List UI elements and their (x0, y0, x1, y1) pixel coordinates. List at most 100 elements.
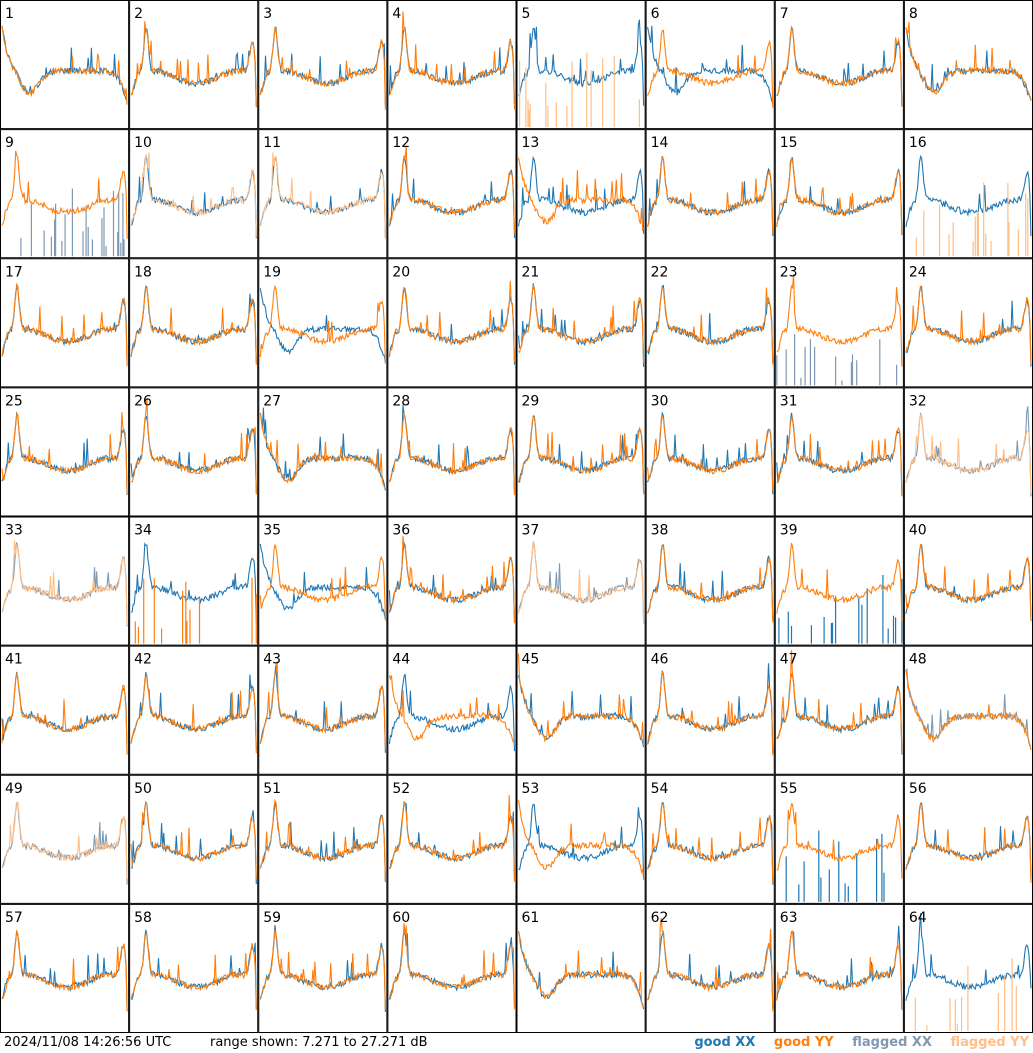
panel-label: 2 (134, 6, 143, 22)
panel-frame (0, 903, 130, 1033)
panel-4: 4 (387, 0, 517, 130)
panel-label: 16 (909, 135, 927, 151)
panel-18: 18 (129, 258, 259, 388)
panel-frame (387, 903, 517, 1033)
panel-label: 5 (522, 6, 531, 22)
series-yy (915, 182, 1029, 257)
series-xx (259, 288, 386, 363)
panel-16: 16 (903, 129, 1033, 259)
panel-52: 52 (387, 774, 517, 904)
panel-label: 25 (5, 393, 23, 409)
panel-frame (258, 516, 388, 646)
series-yy (1, 801, 128, 879)
panel-1: 1 (0, 0, 130, 130)
series-yy (517, 931, 645, 1009)
panel-frame (0, 645, 130, 775)
series-yy (259, 661, 386, 750)
panel-frame (774, 387, 904, 517)
footer: 2024/11/08 14:26:56 UTC range shown: 7.2… (0, 1033, 1033, 1053)
panel-frame (129, 0, 259, 130)
panel-27: 27 (258, 387, 388, 517)
panel-frame (258, 774, 388, 904)
series-yy (259, 798, 386, 882)
panel-label: 37 (522, 523, 540, 539)
series-yy (647, 415, 774, 492)
panel-label: 27 (263, 393, 281, 409)
series-xx (131, 929, 257, 1009)
series-xx (388, 287, 516, 365)
panel-31: 31 (774, 387, 904, 517)
series-yy (134, 577, 257, 644)
panel-frame (516, 903, 646, 1033)
panel-60: 60 (387, 903, 517, 1033)
series-xx (778, 575, 903, 644)
series-yy (259, 413, 386, 489)
panel-label: 59 (263, 910, 281, 926)
series-xx (518, 19, 645, 106)
series-xx (518, 415, 645, 494)
panel-frame (903, 0, 1033, 130)
series-xx (518, 803, 645, 880)
panel-label: 34 (134, 523, 152, 539)
panel-frame (774, 516, 904, 646)
series-xx (1, 930, 128, 1012)
panel-37: 37 (516, 516, 646, 646)
series-xx (905, 802, 1032, 879)
panel-49: 49 (0, 774, 130, 904)
series-yy (905, 413, 1032, 493)
panel-label: 32 (909, 393, 927, 409)
series-yy (389, 795, 516, 882)
series-yy (130, 801, 257, 879)
series-xx (259, 157, 386, 239)
panel-label: 23 (780, 264, 798, 280)
series-yy (517, 542, 645, 625)
panel-label: 51 (263, 781, 281, 797)
panel-15: 15 (774, 129, 904, 259)
series-yy (776, 157, 903, 235)
panel-frame (516, 516, 646, 646)
series-xx (130, 285, 257, 363)
panel-frame (645, 516, 775, 646)
series-xx (776, 412, 903, 496)
panel-label: 48 (909, 652, 927, 668)
series-yy (388, 923, 516, 1010)
panel-25: 25 (0, 387, 130, 517)
panel-51: 51 (258, 774, 388, 904)
panel-28: 28 (387, 387, 517, 517)
series-xx (259, 543, 386, 620)
panel-38: 38 (645, 516, 775, 646)
panel-label: 43 (263, 652, 281, 668)
series-yy (130, 674, 257, 754)
series-xx (905, 154, 1032, 237)
panel-frame (645, 387, 775, 517)
series-xx (517, 155, 645, 234)
series-xx (130, 27, 257, 107)
panel-label: 38 (651, 523, 669, 539)
panel-9: 9 (0, 129, 130, 259)
legend-good-xx: good XX (694, 1035, 756, 1050)
panel-19: 19 (258, 258, 388, 388)
panel-frame (258, 0, 388, 130)
series-xx (1, 542, 128, 627)
panel-frame (645, 774, 775, 904)
series-xx (647, 284, 774, 363)
panel-frame (129, 258, 259, 388)
panel-12: 12 (387, 129, 517, 259)
panel-frame (258, 258, 388, 388)
panel-45: 45 (516, 645, 646, 775)
panel-33: 33 (0, 516, 130, 646)
panel-frame (774, 903, 904, 1033)
panel-frame (387, 645, 517, 775)
series-yy (647, 544, 774, 623)
panel-frame (387, 0, 517, 130)
panel-frame (516, 387, 646, 517)
series-yy (647, 918, 774, 1012)
series-xx (647, 931, 774, 1009)
panel-frame (516, 258, 646, 388)
series-yy (1, 540, 128, 626)
panel-40: 40 (903, 516, 1033, 646)
panel-2: 2 (129, 0, 259, 130)
panel-22: 22 (645, 258, 775, 388)
panel-frame (129, 645, 259, 775)
